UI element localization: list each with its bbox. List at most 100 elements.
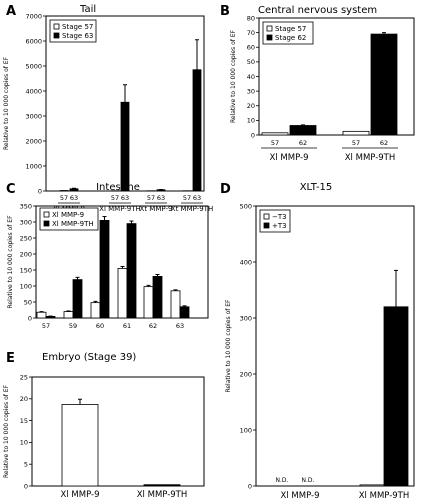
- legend-swatch: [263, 222, 270, 229]
- bar-label: 63: [121, 194, 129, 202]
- bar-label: 57: [60, 194, 68, 202]
- bar: [63, 311, 74, 319]
- y-tick-label: 300: [20, 218, 32, 226]
- legend-label: Xl MMP-9TH: [52, 220, 94, 228]
- group-label: Xt MMP-9: [140, 205, 173, 213]
- y-tick-label: 1000: [25, 162, 42, 170]
- y-tick-label: 350: [20, 202, 32, 210]
- bar-label: 57: [352, 139, 360, 147]
- y-tick-label: 20: [20, 395, 28, 403]
- category-label: 59: [69, 322, 77, 330]
- y-tick-label: 200: [20, 250, 32, 258]
- bar-label: 62: [380, 139, 388, 147]
- bar: [342, 130, 370, 136]
- legend-box: [39, 207, 99, 231]
- category-label: 62: [149, 322, 157, 330]
- bar-label: 57: [111, 194, 119, 202]
- y-tick-label: 4000: [25, 87, 42, 95]
- bar: [45, 315, 56, 319]
- y-tick-label: 10: [20, 439, 28, 447]
- y-tick-label: 25: [20, 373, 28, 381]
- category-label: Xl MMP-9: [281, 491, 320, 500]
- y-tick-label: 50: [247, 58, 255, 66]
- bar: [261, 132, 289, 136]
- y-tick-label: 5: [24, 461, 28, 469]
- bar-label: 57: [147, 194, 155, 202]
- y-tick-label: 40: [247, 73, 255, 81]
- group-label: Xl MMP-9TH: [99, 205, 141, 213]
- panel-letter: C: [6, 182, 16, 197]
- panel-letter: B: [220, 4, 230, 19]
- y-tick-label: 6000: [25, 37, 42, 45]
- y-tick-label: 0: [28, 314, 32, 322]
- bar: [99, 219, 110, 319]
- panel-b: B Central nervous system 0 10 20 30 40 50 60 70 80…: [220, 4, 415, 163]
- y-tick-label: 70: [247, 29, 255, 37]
- category-label: 61: [123, 322, 131, 330]
- panel-title: Central nervous system: [258, 5, 377, 16]
- legend-swatch: [266, 25, 273, 32]
- panel-title: XLT-15: [300, 182, 333, 193]
- legend-label: Stage 57: [62, 23, 93, 31]
- bar: [59, 190, 69, 192]
- legend-swatch: [43, 220, 50, 227]
- bar: [117, 267, 128, 319]
- annotation-nd: N.D.: [276, 477, 289, 484]
- panel-title: Tail: [79, 4, 96, 15]
- panel-letter: E: [6, 351, 15, 366]
- legend-swatch: [43, 211, 50, 218]
- bar: [143, 286, 154, 319]
- category-label: 63: [176, 322, 184, 330]
- panel-title: Intestine: [96, 182, 140, 193]
- panel-c: C Intestine 0 50 100 150 200 250 300 350 Relative …: [6, 182, 209, 330]
- y-tick-label: 0: [38, 187, 42, 195]
- y-tick-label: 50: [24, 298, 32, 306]
- category-label: Xl MMP-9TH: [359, 491, 410, 500]
- bar: [120, 101, 130, 192]
- y-tick-label: 500: [240, 202, 252, 210]
- panel-d: D XLT-15 0 100 200 300 400 500 Relative to 10 00…: [220, 182, 415, 500]
- y-axis-label: Relative to 10 000 copies of EF: [7, 215, 14, 309]
- y-tick-label: 0: [24, 482, 28, 490]
- y-tick-label: 150: [20, 266, 32, 274]
- category-label: Xl MMP-9: [61, 490, 100, 500]
- plot-frame: [31, 376, 205, 487]
- y-tick-label: 400: [240, 258, 252, 266]
- bar: [72, 279, 83, 319]
- legend-swatch: [53, 32, 60, 39]
- bar-label: 63: [193, 194, 201, 202]
- plot-frame: [255, 205, 415, 487]
- category-label: 60: [96, 322, 104, 330]
- bar: [289, 125, 317, 136]
- bar: [359, 484, 385, 487]
- legend-box: [49, 19, 97, 43]
- y-tick-label: 7000: [25, 12, 42, 20]
- legend-label: −T3: [272, 213, 287, 221]
- panel-title: Embryo (Stage 39): [42, 352, 136, 363]
- panel-letter: D: [220, 182, 231, 197]
- y-tick-label: 3000: [25, 112, 42, 120]
- y-tick-label: 2000: [25, 137, 42, 145]
- legend-label: +T3: [272, 222, 287, 230]
- bar-label: 57: [271, 139, 279, 147]
- bar: [61, 404, 99, 487]
- group-label: Xl MMP-9TH: [345, 153, 396, 163]
- bar: [69, 188, 79, 192]
- legend-swatch: [266, 34, 273, 41]
- bar: [170, 290, 181, 319]
- panel-a: A Tail 0 1000 2000 3000 4000 5000 6000 7000 Relati…: [3, 4, 213, 213]
- bar: [179, 306, 190, 319]
- bar: [126, 223, 137, 319]
- bar: [152, 275, 163, 319]
- y-tick-label: 300: [240, 314, 252, 322]
- y-tick-label: 5000: [25, 62, 42, 70]
- y-tick-label: 10: [247, 117, 255, 125]
- y-tick-label: 200: [240, 370, 252, 378]
- y-tick-label: 20: [247, 102, 255, 110]
- legend-label: Stage 57: [275, 25, 306, 33]
- bar-label: 63: [157, 194, 165, 202]
- y-tick-label: 100: [20, 282, 32, 290]
- group-label: Xt MMP-9TH: [171, 205, 213, 213]
- category-label: 57: [42, 322, 50, 330]
- bar: [370, 33, 398, 136]
